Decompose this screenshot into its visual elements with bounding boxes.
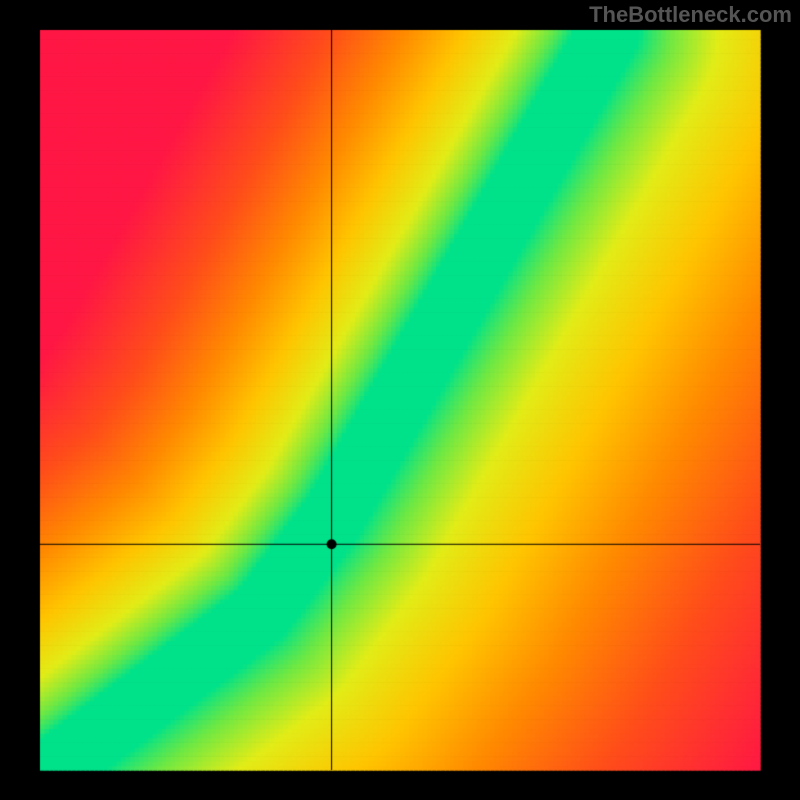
- chart-container: TheBottleneck.com: [0, 0, 800, 800]
- heatmap-canvas: [0, 0, 800, 800]
- attribution-text: TheBottleneck.com: [589, 2, 792, 28]
